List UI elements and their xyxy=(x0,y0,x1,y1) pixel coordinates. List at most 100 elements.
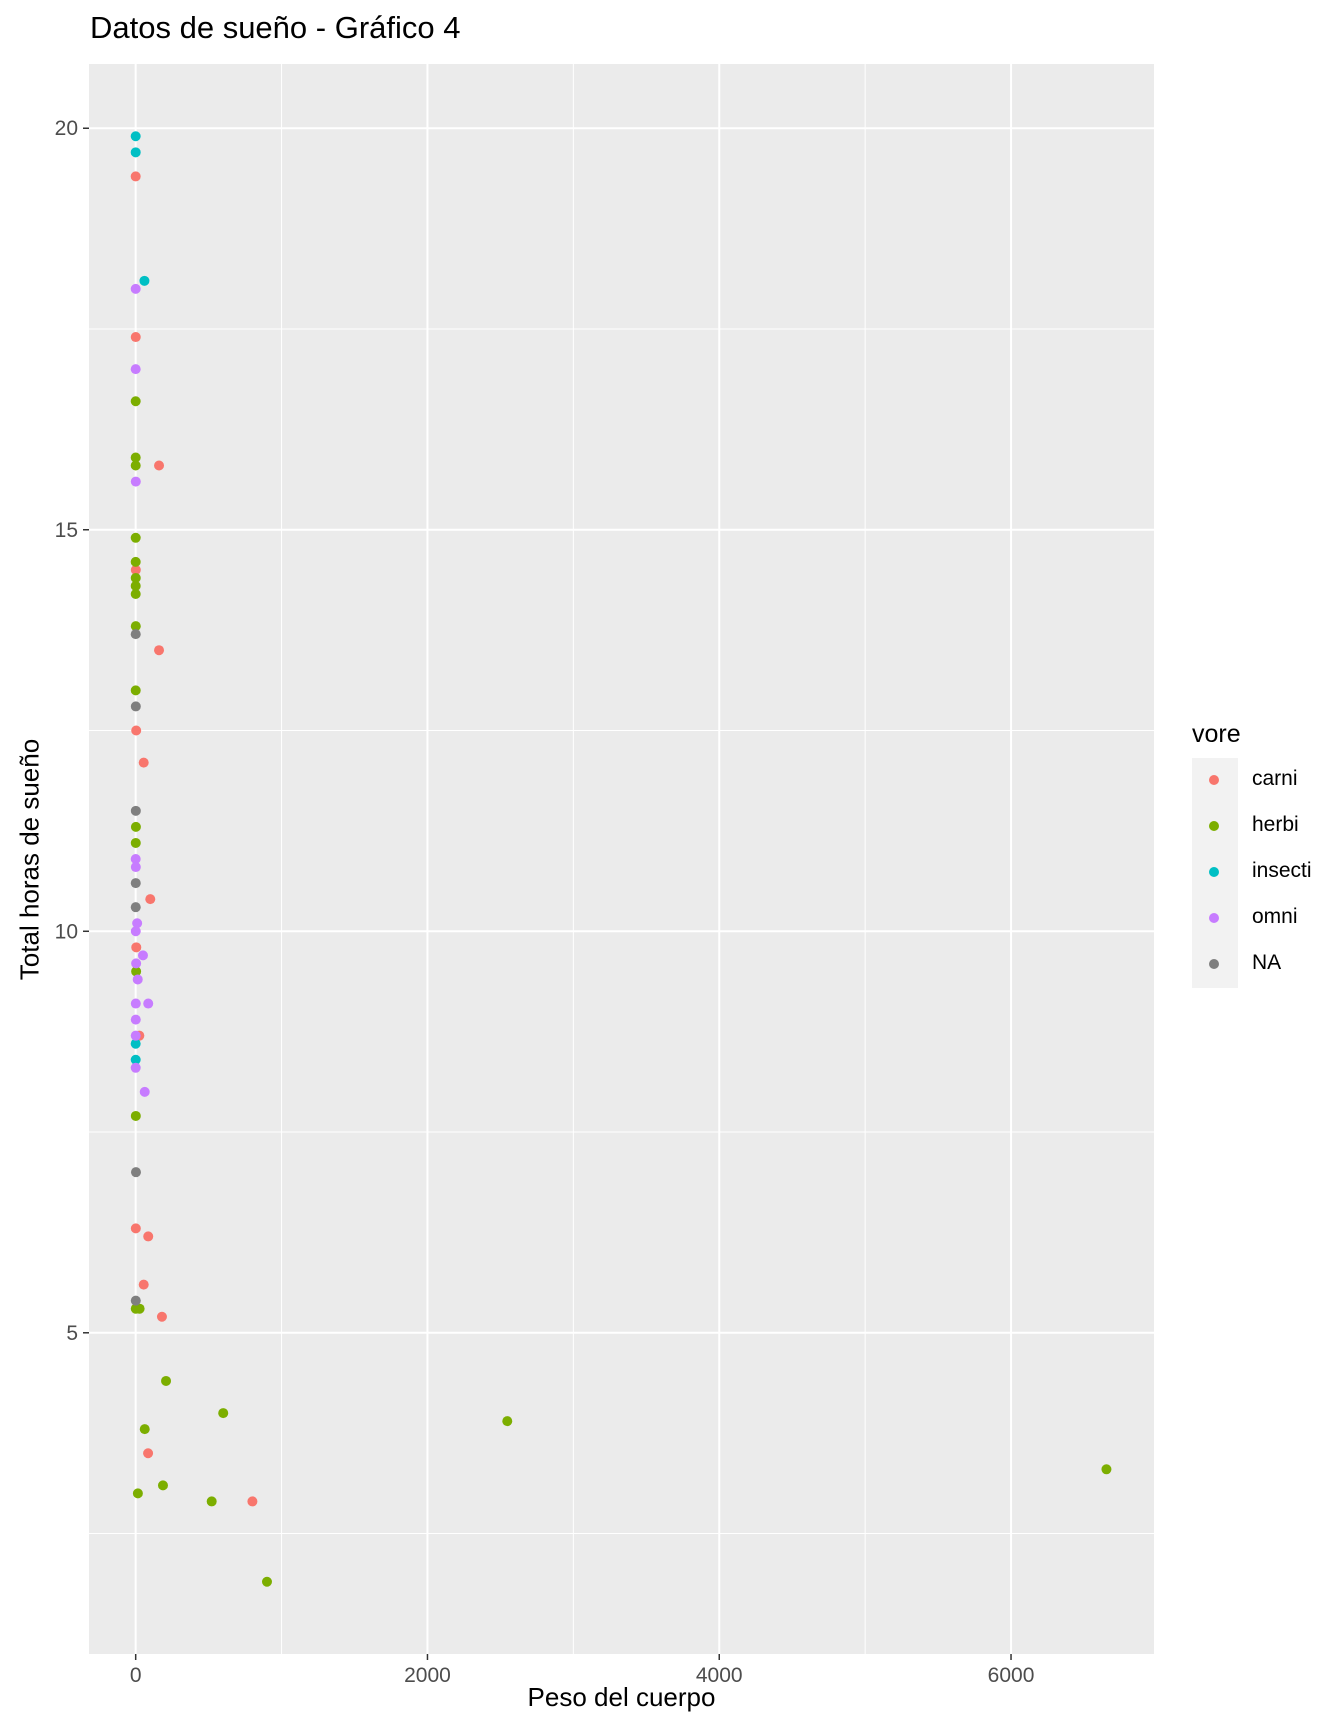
data-point-carni xyxy=(145,894,156,905)
x-tick-label: 4000 xyxy=(696,1664,743,1687)
legend-key-dot xyxy=(1209,959,1219,969)
data-point-na xyxy=(130,701,141,712)
legend-label: carni xyxy=(1252,767,1298,790)
data-point-omni xyxy=(130,854,141,864)
legend-key-dot xyxy=(1209,775,1219,785)
data-point-carni xyxy=(138,757,149,768)
data-point-omni xyxy=(130,998,141,1009)
data-point-carni xyxy=(143,1448,154,1459)
data-point-carni xyxy=(131,725,142,736)
x-tick-label: 6000 xyxy=(988,1664,1035,1687)
data-point-herbi xyxy=(130,1110,141,1121)
data-point-omni xyxy=(139,1086,150,1097)
data-point-herbi xyxy=(130,821,141,832)
data-point-na xyxy=(130,878,141,889)
data-point-herbi xyxy=(206,1496,217,1507)
legend-label: herbi xyxy=(1252,813,1299,836)
data-point-omni xyxy=(130,283,141,294)
minor-gridlines xyxy=(89,64,1154,1654)
x-axis: 0 2000 4000 6000 xyxy=(130,1654,1035,1687)
data-point-herbi xyxy=(130,460,141,471)
data-point-herbi xyxy=(130,621,141,632)
legend-key-dot xyxy=(1209,913,1219,923)
legend-item-insecti: insecti xyxy=(1192,850,1344,896)
data-point-na xyxy=(130,902,141,913)
legend-label: insecti xyxy=(1252,859,1312,882)
legend-item-herbi: herbi xyxy=(1192,804,1344,850)
y-axis-label: Total horas de sueño xyxy=(14,738,45,981)
data-point-omni xyxy=(130,364,141,375)
data-point-omni xyxy=(132,918,143,929)
data-point-carni xyxy=(154,645,165,656)
data-point-omni xyxy=(130,1030,141,1041)
data-points xyxy=(130,131,1112,1587)
chart-title: Datos de sueño - Gráfico 4 xyxy=(90,10,461,45)
data-point-herbi xyxy=(130,837,141,848)
y-tick-label: 5 xyxy=(66,1322,78,1345)
data-point-omni xyxy=(130,926,141,937)
data-point-carni xyxy=(154,460,165,471)
data-point-herbi xyxy=(130,572,141,583)
legend-label: NA xyxy=(1252,951,1282,974)
legend-key-dot xyxy=(1209,821,1219,831)
legend-item-na: NA xyxy=(1192,942,1344,988)
data-point-herbi xyxy=(132,1488,143,1499)
data-point-herbi xyxy=(130,452,141,463)
legend-item-carni: carni xyxy=(1192,758,1344,804)
data-point-herbi xyxy=(157,1480,168,1491)
data-point-na xyxy=(130,629,141,640)
data-point-insecti xyxy=(130,131,141,142)
data-point-herbi xyxy=(130,589,141,599)
data-point-herbi xyxy=(134,1303,145,1314)
data-point-herbi xyxy=(130,685,141,696)
data-point-carni xyxy=(131,942,142,953)
data-point-herbi xyxy=(502,1416,513,1427)
data-point-carni xyxy=(130,564,141,575)
data-point-na xyxy=(130,1295,141,1306)
major-gridlines xyxy=(89,64,1154,1654)
data-point-omni xyxy=(130,862,141,873)
legend-item-omni: omni xyxy=(1192,896,1344,942)
data-point-herbi xyxy=(130,580,141,591)
legend-label: omni xyxy=(1252,905,1298,928)
data-point-herbi xyxy=(131,966,142,977)
data-point-carni xyxy=(130,1223,141,1234)
data-point-na xyxy=(130,1167,141,1178)
legend: vore carni herbi insecti omni NA xyxy=(1192,720,1312,988)
data-point-omni xyxy=(130,1014,141,1025)
data-point-herbi xyxy=(218,1408,229,1419)
data-point-herbi xyxy=(261,1576,272,1587)
data-point-na xyxy=(130,805,141,816)
data-point-insecti xyxy=(139,275,150,286)
x-axis-label: Peso del cuerpo xyxy=(527,1682,716,1712)
y-tick-label: 10 xyxy=(55,920,78,943)
data-point-carni xyxy=(138,1279,149,1290)
data-point-omni xyxy=(143,998,154,1009)
data-point-carni xyxy=(247,1496,258,1507)
data-point-omni xyxy=(132,974,143,985)
data-point-herbi xyxy=(130,396,141,407)
y-tick-label: 15 xyxy=(55,519,78,542)
x-tick-label: 0 xyxy=(130,1664,142,1687)
data-point-carni xyxy=(156,1311,167,1322)
data-point-insecti xyxy=(130,1038,141,1049)
data-point-herbi xyxy=(1101,1464,1112,1475)
y-axis: 5 10 15 20 xyxy=(55,117,89,1345)
data-point-carni xyxy=(143,1231,154,1242)
data-point-carni xyxy=(130,332,141,343)
data-point-omni xyxy=(130,476,141,487)
data-point-herbi xyxy=(130,532,141,543)
data-point-omni xyxy=(137,950,148,961)
legend-keys: carni herbi insecti omni NA xyxy=(1192,758,1312,988)
legend-key-dot xyxy=(1209,867,1219,877)
x-tick-label: 2000 xyxy=(404,1664,451,1687)
data-point-insecti xyxy=(130,147,141,158)
data-point-herbi xyxy=(130,556,141,567)
plot-panel xyxy=(89,64,1154,1654)
legend-title: vore xyxy=(1192,720,1241,748)
data-point-herbi xyxy=(139,1424,150,1435)
data-point-omni xyxy=(130,1062,141,1073)
data-point-herbi xyxy=(161,1375,172,1386)
data-point-omni xyxy=(131,958,142,969)
